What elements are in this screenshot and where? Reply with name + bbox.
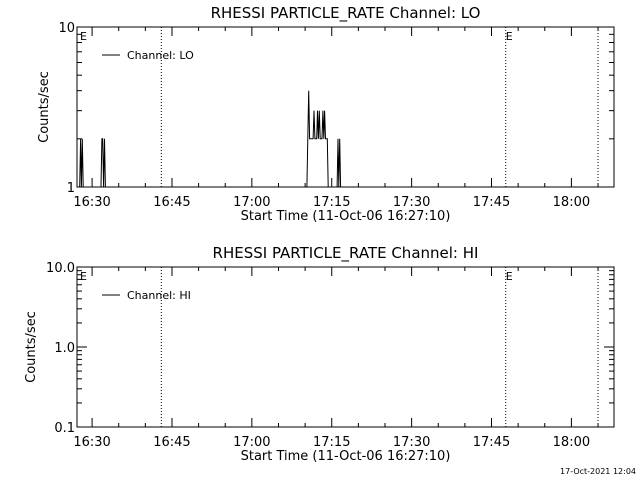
- y-tick-label: 0.1: [54, 421, 75, 436]
- x-tick-label: 18:00: [553, 435, 590, 450]
- timestamp-label: 17-Oct-2021 12:04: [560, 467, 636, 476]
- event-marker-label: E: [80, 270, 87, 283]
- x-tick-label: 16:30: [73, 435, 110, 450]
- x-tick-label: 17:15: [313, 435, 350, 450]
- series-line-channel-lo: [79, 90, 342, 188]
- chart-panel-1: RHESSI PARTICLE_RATE Channel: LOE E16:30 1…: [37, 4, 615, 224]
- x-tick-label: 17:45: [473, 195, 510, 210]
- x-tick-label: 16:45: [153, 195, 190, 210]
- y-axis-label: Counts/sec: [24, 311, 39, 383]
- x-tick-label: 17:00: [233, 195, 270, 210]
- x-tick-label: 16:30: [73, 195, 110, 210]
- legend-entry: Channel: LO: [127, 49, 194, 62]
- chart-title: RHESSI PARTICLE_RATE Channel: HI: [213, 244, 479, 263]
- x-tick-label: 17:15: [313, 195, 350, 210]
- x-axis-label: Start Time (11-Oct-06 16:27:10): [241, 449, 451, 464]
- legend-entry: Channel: HI: [127, 289, 191, 302]
- y-tick-label: 1: [67, 181, 75, 196]
- plot-frame: [76, 26, 615, 188]
- x-tick-label: 17:45: [473, 435, 510, 450]
- event-marker-label: E: [506, 30, 513, 43]
- y-tick-label: 10: [58, 21, 75, 36]
- x-tick-label: 17:00: [233, 435, 270, 450]
- chart-panel-2: RHESSI PARTICLE_RATE Channel: HI E E 16:30 1…: [24, 244, 615, 464]
- x-tick-label: 17:30: [393, 435, 430, 450]
- y-axis-label: Counts/sec: [37, 71, 52, 143]
- event-marker-label: E: [506, 270, 513, 283]
- event-marker-label: E: [80, 30, 87, 43]
- x-axis-label: Start Time (11-Oct-06 16:27:10): [241, 209, 451, 224]
- x-tick-label: 17:30: [393, 195, 430, 210]
- chart-title: RHESSI PARTICLE_RATE Channel: LO: [211, 4, 481, 23]
- x-tick-label: 18:00: [553, 195, 590, 210]
- y-tick-label: 10.0: [46, 261, 75, 276]
- x-tick-label: 16:45: [153, 435, 190, 450]
- y-tick-label: 1.0: [54, 341, 75, 356]
